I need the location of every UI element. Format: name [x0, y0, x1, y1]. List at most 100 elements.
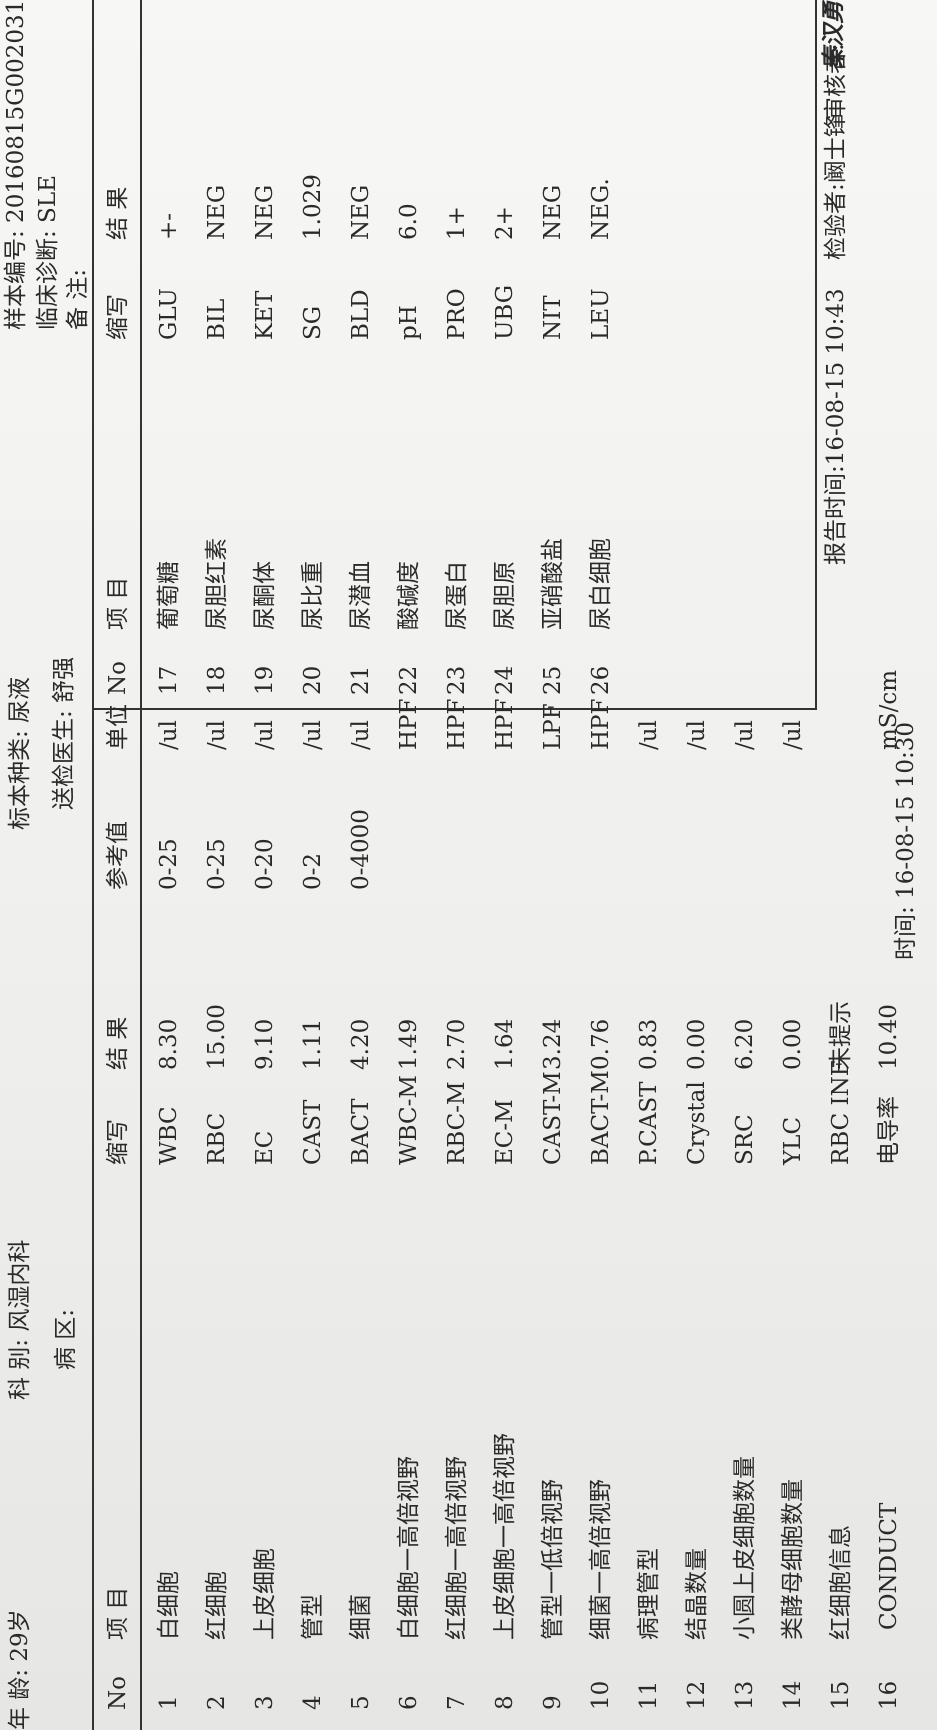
cell: 白细胞一高倍视野 [396, 1456, 422, 1640]
cell: 管型 [300, 1594, 326, 1640]
cell: 17 [156, 665, 182, 695]
rule [140, 0, 142, 710]
cell: 20 [300, 665, 326, 695]
cell: CONDUCT [876, 1502, 902, 1630]
cell: /ul [348, 720, 374, 750]
cell: 1+ [444, 206, 470, 240]
cell: 红细胞 [204, 1571, 230, 1640]
cell: HPF [492, 698, 518, 751]
cell: UBG [492, 284, 518, 340]
column-header: 缩写 [105, 294, 131, 340]
cell: 15.00 [204, 1004, 230, 1070]
cell: BACT [348, 1098, 374, 1165]
column-header: 参考值 [105, 821, 131, 890]
cell: RBC [204, 1112, 230, 1165]
column-header: 项 目 [105, 1586, 131, 1640]
cell: 上皮细胞 [252, 1548, 278, 1640]
cell: 23 [444, 665, 470, 695]
cell: EC [252, 1130, 278, 1165]
cell: WBC [156, 1106, 182, 1165]
cell: LPF [540, 703, 566, 750]
cell: 10.40 [876, 1004, 902, 1070]
cell: 8 [492, 1695, 518, 1710]
cell: 尿蛋白 [444, 561, 470, 630]
cell: /ul [252, 720, 278, 750]
cell: 8.30 [156, 1018, 182, 1070]
cell: CAST [300, 1099, 326, 1165]
cell: 葡萄糖 [156, 561, 182, 630]
cell: +- [156, 212, 182, 240]
cell: 1.11 [300, 1018, 326, 1070]
cell: 3 [252, 1695, 278, 1710]
cell: P.CAST [636, 1081, 662, 1165]
cell: 酸碱度 [396, 561, 422, 630]
cell: 13 [732, 1680, 758, 1710]
signature: 秦汉勇 [821, 1, 847, 70]
cell: 0-2 [300, 852, 326, 890]
cell: 15 [828, 1680, 854, 1710]
cell: pH [396, 305, 422, 340]
cell: 5 [348, 1695, 374, 1710]
cell: 25 [540, 665, 566, 695]
cell: 2+ [492, 206, 518, 240]
cell: 0.00 [780, 1018, 806, 1070]
cell: 6 [396, 1695, 422, 1710]
cell: 4.20 [348, 1018, 374, 1070]
cell: 白细胞 [156, 1571, 182, 1640]
cell: 0.83 [636, 1018, 662, 1070]
header-field: 科 别: 风湿内科 [7, 1239, 33, 1400]
column-header: 单位 [105, 704, 131, 750]
footer-field: 检验者:阚士锋 [823, 114, 849, 260]
header-field: 年 龄: 29岁 [7, 1609, 33, 1730]
header-field: 标本种类: 尿液 [7, 676, 33, 830]
header-field: 送检医生: 舒强 [51, 656, 77, 810]
rule [815, 0, 817, 710]
column-header: 结 果 [105, 186, 131, 240]
cell: 9.10 [252, 1018, 278, 1070]
cell: NIT [540, 295, 566, 340]
cell: 1.49 [396, 1018, 422, 1070]
cell: CAST-M [540, 1071, 566, 1165]
cell: 小圆上皮细胞数量 [732, 1456, 758, 1640]
cell: 12 [684, 1680, 710, 1710]
cell: NEG [540, 184, 566, 240]
cell: 1.64 [492, 1018, 518, 1070]
cell: 18 [204, 665, 230, 695]
cell: 26 [588, 665, 614, 695]
cell: 上皮细胞一高倍视野 [492, 1433, 518, 1640]
cell: 1 [156, 1695, 182, 1710]
cell: 16 [876, 1680, 902, 1710]
cell: 尿酮体 [252, 561, 278, 630]
cell: /ul [300, 720, 326, 750]
cell: HPF [444, 698, 470, 751]
cell: 管型一低倍视野 [540, 1479, 566, 1640]
cell: RBC-M [444, 1081, 470, 1165]
cell: 红细胞信息 [828, 1525, 854, 1640]
cell: 0.76 [588, 1018, 614, 1070]
column-header: No [105, 661, 131, 695]
cell: YLC [780, 1116, 806, 1165]
header-field: 样本编号: 20160815G0020310 [3, 0, 29, 330]
cell: 14 [780, 1680, 806, 1710]
cell: KET [252, 290, 278, 340]
rule [92, 0, 94, 1730]
cell: 4 [300, 1695, 326, 1710]
column-header: 项 目 [105, 576, 131, 630]
cell: 电导率 [876, 1096, 902, 1165]
cell: 病理管型 [636, 1548, 662, 1640]
cell: 1.029 [300, 174, 326, 240]
cell: 0-25 [204, 838, 230, 890]
cell: 细菌 [348, 1594, 374, 1640]
cell: 尿潜血 [348, 561, 374, 630]
cell: HPF [588, 698, 614, 751]
cell: 尿白细胞 [588, 538, 614, 630]
cell: 0-25 [156, 838, 182, 890]
cell: NEG. [588, 178, 614, 240]
cell: 0-20 [252, 838, 278, 890]
cell: BLD [348, 289, 374, 340]
cell: BACT-M [588, 1070, 614, 1165]
cell: Crystal [684, 1081, 710, 1165]
cell: NEG [252, 184, 278, 240]
rule [140, 710, 142, 1730]
